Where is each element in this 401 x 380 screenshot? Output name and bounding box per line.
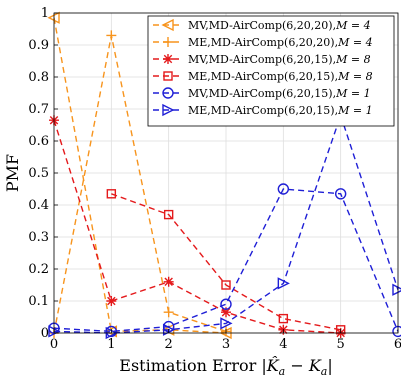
legend-entry: ME,MD-AirComp(6,20,15),M = 1 bbox=[153, 103, 373, 117]
legend-marker bbox=[163, 54, 173, 64]
x-axis-label-sub1: a bbox=[279, 365, 286, 378]
legend-marker bbox=[163, 37, 173, 47]
data-point-marker bbox=[334, 188, 347, 200]
x-axis-label-k: K bbox=[308, 356, 322, 375]
legend-label-math: M = 1 bbox=[337, 104, 372, 117]
legend-entry: MV,MD-AirComp(6,20,20),M = 4 bbox=[153, 18, 371, 32]
x-tick-label: 2 bbox=[165, 337, 173, 352]
legend-label-math: M = 8 bbox=[337, 70, 372, 83]
legend-label-main: ME,MD-AirComp(6,20,15), bbox=[188, 104, 338, 117]
legend-label-main: ME,MD-AirComp(6,20,15), bbox=[188, 70, 338, 83]
data-point-marker bbox=[221, 307, 231, 318]
data-point-marker bbox=[220, 317, 233, 330]
data-point-marker bbox=[221, 280, 231, 290]
x-axis-label-khat: K̂ bbox=[266, 356, 280, 375]
series-line bbox=[53, 188, 399, 333]
legend-label-math: M = 4 bbox=[337, 36, 372, 49]
legend-label-main: MV,MD-AirComp(6,20,15), bbox=[188, 53, 336, 66]
x-ticks: 0 1 2 3 4 5 6 bbox=[50, 329, 401, 352]
y-tick-label: 0.3 bbox=[28, 230, 49, 245]
legend-label: MV,MD-AirComp(6,20,15),M = 1 bbox=[188, 87, 371, 100]
y-tick-label: 0.8 bbox=[28, 70, 49, 85]
series-line bbox=[53, 119, 341, 334]
legend-label: MV,MD-AirComp(6,20,20),M = 4 bbox=[188, 19, 371, 32]
x-axis-label-suffix: | bbox=[327, 356, 332, 375]
y-tick-label: 0.4 bbox=[28, 198, 49, 213]
x-tick-label: 0 bbox=[50, 337, 58, 352]
x-axis-label: Estimation Error |K̂a − Ka| bbox=[119, 356, 332, 378]
legend-label-main: MV,MD-AirComp(6,20,15), bbox=[188, 87, 336, 100]
legend-entry: ME,MD-AirComp(6,20,20),M = 4 bbox=[153, 36, 373, 49]
series-line bbox=[111, 193, 341, 331]
legend-label: MV,MD-AirComp(6,20,15),M = 8 bbox=[188, 53, 371, 66]
legend-label-main: ME,MD-AirComp(6,20,20), bbox=[188, 36, 338, 49]
legend-label: ME,MD-AirComp(6,20,15),M = 8 bbox=[188, 70, 373, 83]
data-point-marker bbox=[335, 325, 346, 335]
legend-label: ME,MD-AirComp(6,20,20),M = 4 bbox=[188, 36, 373, 49]
legend-marker bbox=[162, 87, 174, 99]
legend-marker bbox=[163, 71, 173, 81]
legend-entry: ME,MD-AirComp(6,20,15),M = 8 bbox=[153, 70, 373, 83]
x-tick-label: 6 bbox=[394, 337, 401, 352]
x-axis-label-prefix: Estimation Error | bbox=[119, 356, 266, 375]
y-tick-label: 0.7 bbox=[28, 102, 49, 117]
series-4 bbox=[106, 189, 346, 335]
series-line bbox=[53, 17, 227, 334]
y-ticks: 0 0.1 0.2 0.3 0.4 0.5 0.6 0.7 0.8 0.9 1 bbox=[28, 6, 58, 341]
x-axis-label-sub2: a bbox=[321, 365, 328, 378]
legend-marker bbox=[162, 103, 175, 117]
data-point-marker bbox=[106, 189, 117, 199]
data-point-marker bbox=[163, 307, 174, 318]
legend-entry: MV,MD-AirComp(6,20,15),M = 8 bbox=[153, 53, 371, 66]
y-tick-label: 0.2 bbox=[28, 262, 49, 277]
legend-label: ME,MD-AirComp(6,20,15),M = 1 bbox=[188, 104, 373, 117]
data-point-marker bbox=[278, 313, 289, 324]
x-tick-label: 3 bbox=[222, 337, 230, 352]
legend-label-math: M = 1 bbox=[335, 87, 370, 100]
data-point-marker bbox=[392, 325, 401, 338]
y-tick-label: 0.1 bbox=[28, 294, 49, 309]
data-point-marker bbox=[106, 30, 117, 41]
series-line bbox=[53, 35, 227, 334]
data-point-marker bbox=[220, 298, 232, 310]
legend-entry: MV,MD-AirComp(6,20,15),M = 1 bbox=[153, 87, 371, 100]
data-point-marker bbox=[277, 183, 290, 195]
y-tick-label: 0 bbox=[41, 326, 49, 341]
legend-box bbox=[147, 15, 395, 127]
legend-label-math: M = 4 bbox=[335, 19, 370, 32]
legend-label-main: MV,MD-AirComp(6,20,20), bbox=[188, 19, 336, 32]
x-tick-label: 5 bbox=[337, 337, 345, 352]
x-axis-label-minus: − bbox=[285, 356, 309, 375]
y-tick-label: 0.6 bbox=[28, 134, 49, 149]
series-line bbox=[53, 113, 399, 334]
legend: MV,MD-AirComp(6,20,20),M = 4ME,MD-AirCom… bbox=[147, 15, 395, 127]
data-point-marker bbox=[163, 276, 174, 287]
y-axis-label: PMF bbox=[3, 154, 22, 192]
y-tick-label: 1 bbox=[41, 6, 49, 21]
data-point-marker bbox=[392, 283, 401, 296]
data-point-marker bbox=[277, 277, 290, 290]
legend-label-math: M = 8 bbox=[335, 53, 370, 66]
x-tick-label: 4 bbox=[279, 337, 287, 352]
data-point-marker bbox=[106, 296, 117, 306]
y-tick-label: 0.9 bbox=[28, 38, 49, 53]
data-point-marker bbox=[163, 209, 174, 220]
series-3 bbox=[49, 115, 346, 338]
y-tick-label: 0.5 bbox=[28, 166, 49, 181]
legend-marker bbox=[161, 18, 174, 32]
x-tick-label: 1 bbox=[107, 337, 115, 352]
